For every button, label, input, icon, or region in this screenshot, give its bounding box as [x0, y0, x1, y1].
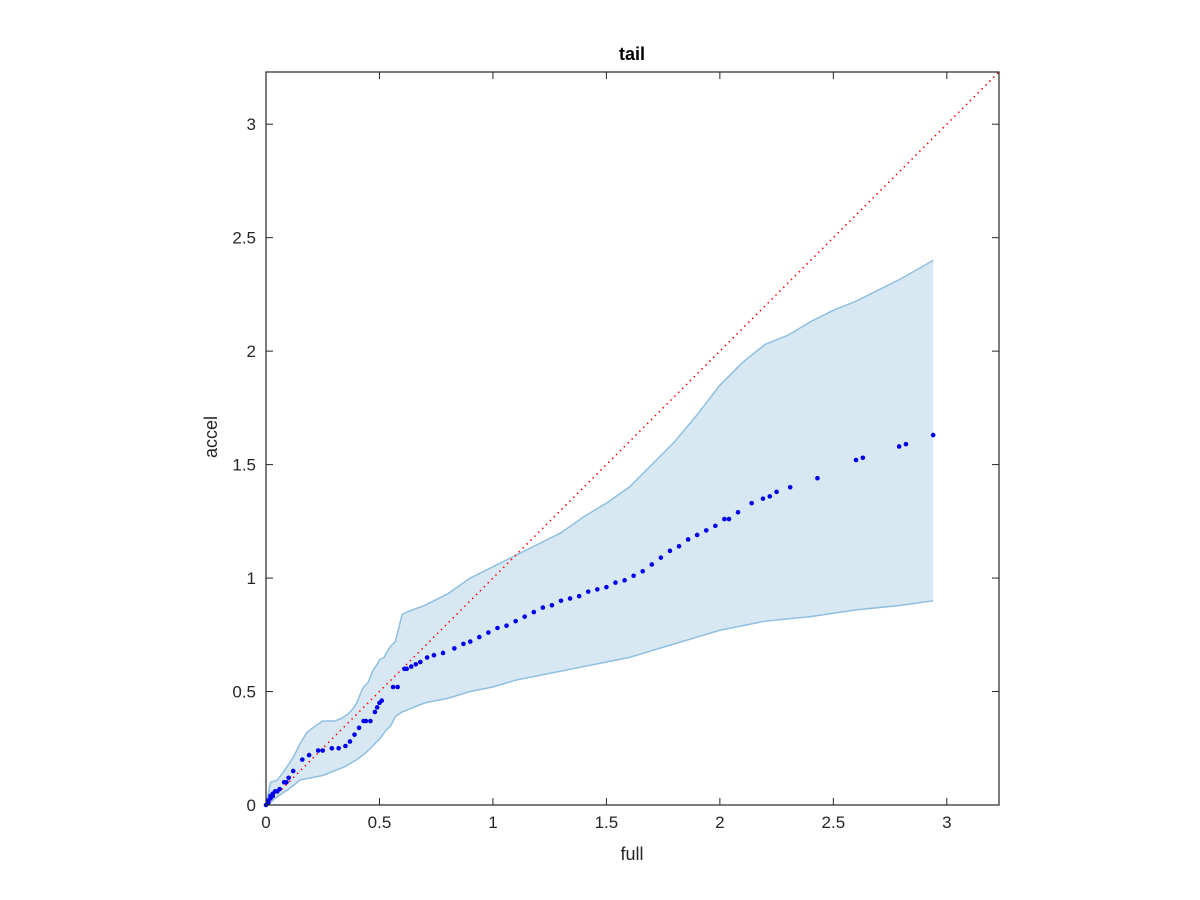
data-point: [315, 748, 321, 753]
data-point: [300, 757, 305, 762]
band-upper-edge: [265, 259, 934, 806]
data-point: [667, 548, 673, 554]
x-tick-label: 0: [261, 813, 270, 832]
data-point: [504, 623, 509, 629]
data-point: [356, 725, 362, 731]
data-point: [631, 573, 636, 579]
x-tick-label: 1.5: [595, 813, 619, 832]
data-point: [613, 580, 618, 585]
data-point: [522, 614, 528, 619]
data-point: [558, 598, 564, 604]
data-point: [352, 732, 357, 737]
data-point: [424, 655, 430, 660]
data-point: [368, 718, 373, 724]
y-tick-label: 0.5: [232, 683, 256, 702]
data-point: [306, 752, 312, 758]
data-point: [329, 745, 335, 751]
data-point: [713, 523, 718, 529]
confidence-band: [266, 260, 934, 805]
data-point: [431, 652, 437, 658]
data-point: [363, 718, 369, 724]
y-tick-label: 1: [247, 569, 256, 588]
data-point: [404, 666, 409, 672]
data-point: [277, 786, 282, 792]
data-point: [595, 587, 600, 592]
data-point: [726, 516, 732, 522]
y-tick-label: 3: [247, 115, 256, 134]
data-point: [467, 639, 473, 644]
data-point: [372, 709, 378, 715]
data-point: [585, 589, 591, 594]
data-point: [896, 444, 902, 449]
data-point: [576, 593, 582, 599]
data-point: [320, 748, 326, 753]
data-point: [395, 684, 400, 690]
data-point: [694, 532, 700, 538]
y-tick-label: 2.5: [232, 229, 256, 248]
data-point: [860, 455, 866, 461]
data-point: [622, 578, 627, 583]
data-point: [853, 457, 859, 463]
x-tick-label: 0.5: [368, 813, 392, 832]
data-point: [413, 662, 419, 667]
data-point: [567, 596, 573, 601]
chart-title: tail: [619, 44, 645, 64]
data-point: [477, 634, 482, 640]
data-point: [347, 739, 353, 744]
data-point: [640, 568, 646, 574]
data-point: [336, 745, 341, 751]
data-point: [749, 500, 754, 506]
reference-line: [265, 71, 1000, 806]
data-point: [461, 641, 466, 647]
data-point: [685, 537, 691, 542]
x-tick-label: 1: [488, 813, 497, 832]
band-lower-edge: [265, 600, 934, 806]
data-point: [495, 625, 500, 631]
axes-box: [265, 71, 1000, 806]
data-point: [604, 584, 609, 590]
data-point: [343, 743, 348, 749]
data-point: [549, 602, 555, 608]
data-point: [815, 475, 820, 481]
data-point: [930, 432, 936, 438]
data-point: [390, 684, 396, 690]
data-point: [531, 609, 537, 615]
data-point: [703, 528, 709, 533]
data-point: [486, 630, 491, 635]
x-axis-label: full: [620, 844, 643, 864]
data-point: [540, 605, 546, 610]
data-point: [649, 562, 655, 567]
y-tick-label: 0: [247, 796, 256, 815]
data-point: [284, 780, 289, 785]
data-point: [767, 494, 773, 499]
x-tick-label: 2: [715, 813, 724, 832]
data-point: [379, 698, 385, 703]
data-point: [408, 664, 414, 669]
data-point: [513, 618, 518, 624]
y-tick-label: 2: [247, 342, 256, 361]
x-tick-label: 3: [942, 813, 951, 832]
x-tick-label: 2.5: [822, 813, 846, 832]
data-point: [787, 484, 793, 490]
data-point: [735, 509, 741, 515]
y-axis-label: accel: [201, 416, 221, 458]
data-point: [452, 646, 457, 651]
plot-area: 0 0.5 1 1.5 2 2.5 3 0 0.5 1 1.5 2 2.5 3: [232, 71, 1000, 832]
data-point: [658, 555, 664, 560]
y-tick-label: 1.5: [232, 456, 256, 475]
data-point: [290, 768, 296, 774]
data-point: [760, 496, 766, 501]
data-point: [903, 441, 909, 447]
data-point: [374, 705, 380, 710]
data-point: [440, 650, 446, 656]
data-point: [676, 543, 682, 549]
data-point: [418, 659, 423, 665]
data-point: [286, 775, 291, 781]
data-point: [774, 489, 779, 495]
data-point: [722, 516, 727, 522]
